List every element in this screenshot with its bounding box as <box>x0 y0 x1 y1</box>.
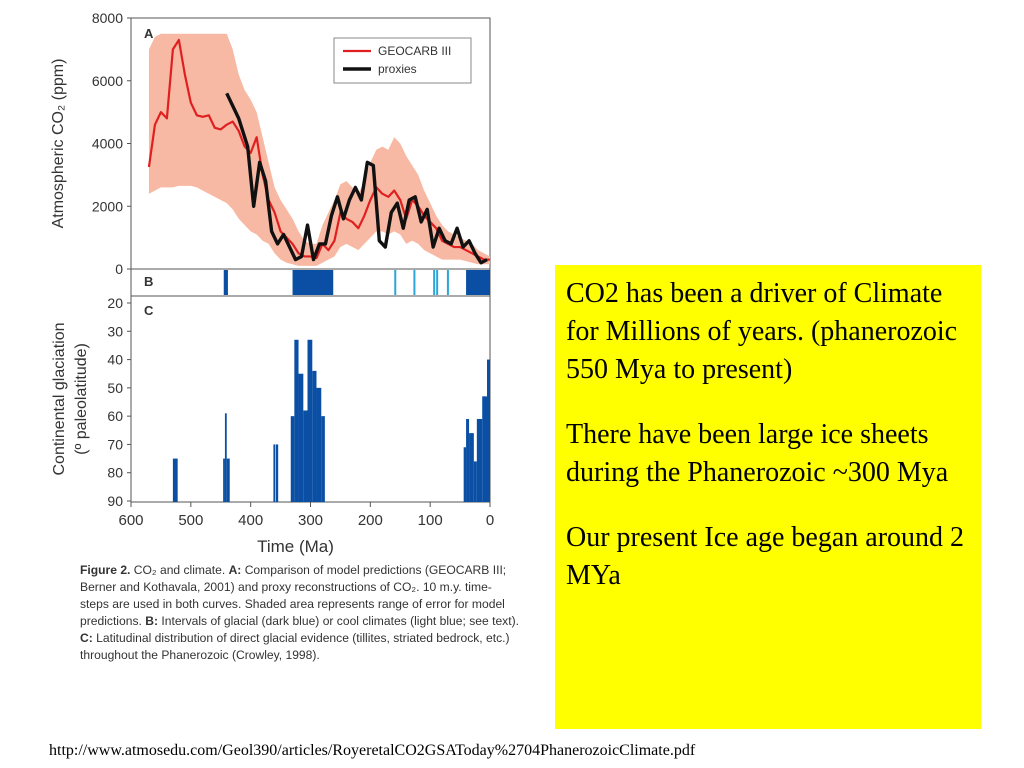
caption-b-label: B: <box>145 614 158 628</box>
x-tick-label: 400 <box>238 512 263 529</box>
panel-label-c: C <box>144 303 154 318</box>
glaciation-bar <box>172 458 178 502</box>
glaciation-bar <box>298 373 304 502</box>
glacial-interval <box>292 270 334 295</box>
glaciation-bar <box>482 396 488 502</box>
y-tick-label: 8000 <box>92 10 123 26</box>
glaciation-bar <box>466 418 470 502</box>
glaciation-bar <box>312 370 317 502</box>
x-tick-label: 500 <box>178 512 203 529</box>
y-tick-label: 2000 <box>92 198 123 214</box>
panel-label-a: A <box>144 26 154 41</box>
panel-a-co2-chart: 0 2000 4000 6000 8000 Atmospheric CO₂ (ppm) A G… <box>50 10 491 277</box>
series-line-geocarb <box>147 38 490 261</box>
y-tick-label: 50 <box>107 380 123 396</box>
glaciation-bar <box>275 444 279 502</box>
y-axis-label-line2: (º paleolatitude) <box>73 343 90 455</box>
glaciation-bar <box>321 416 325 502</box>
glaciation-bar <box>463 447 467 502</box>
y-tick-label: 4000 <box>92 136 123 152</box>
figure-caption: Figure 2. CO₂ and climate. A: Comparison… <box>80 562 520 664</box>
y-tick-label: 70 <box>107 436 123 452</box>
glaciation-bar <box>273 444 276 502</box>
legend-entry-geocarb: GEOCARB III <box>378 44 451 58</box>
cool-interval <box>433 270 436 295</box>
y-axis-label-line1: Continental glaciation <box>51 323 68 476</box>
caption-figure-label: Figure 2. <box>80 563 131 577</box>
y-tick-label: 20 <box>107 295 123 311</box>
summary-paragraph-ice-sheets: There have been large ice sheets during … <box>566 419 949 488</box>
panel-b-glacial-intervals: B <box>130 268 491 297</box>
y-tick-label: 30 <box>107 323 123 339</box>
y-tick-label: 40 <box>107 352 123 368</box>
legend-entry-proxies: proxies <box>378 62 417 76</box>
glacial-interval <box>466 270 490 295</box>
y-tick-label: 90 <box>107 493 123 509</box>
caption-b-text: Intervals of glacial (dark blue) or cool… <box>161 614 519 628</box>
x-tick-label: 600 <box>118 512 143 529</box>
cool-interval <box>446 270 449 295</box>
glaciation-bar <box>487 359 490 502</box>
panel-c-glaciation-chart: 20 30 40 50 60 70 80 90 600 500 400 300 200 100 0 Time … <box>51 295 494 556</box>
error-band-area <box>148 33 490 266</box>
caption-a-text: Comparison of model predictions (GEOCARB… <box>80 563 507 628</box>
legend-box <box>333 37 472 84</box>
glaciation-bar <box>290 416 295 502</box>
glaciation-bar <box>223 458 225 502</box>
caption-a-label: A: <box>228 563 242 577</box>
y-tick-label: 60 <box>107 408 123 424</box>
y-tick-label: 80 <box>107 465 123 481</box>
y-axis-label: Atmospheric CO₂ (ppm) <box>50 59 67 229</box>
x-tick-label: 300 <box>298 512 323 529</box>
glaciation-bar <box>316 387 322 502</box>
panel-label-b: B <box>144 274 153 289</box>
x-tick-label: 100 <box>418 512 443 529</box>
glaciation-bar <box>469 433 474 502</box>
cool-interval <box>413 270 416 295</box>
glaciation-bar <box>476 418 483 502</box>
summary-text-box: CO2 has been a driver of Climate for Mil… <box>555 265 981 729</box>
y-tick-label: 0 <box>115 261 123 277</box>
glaciation-bar <box>294 339 299 502</box>
glaciation-bar <box>224 413 227 502</box>
summary-paragraph-co2: CO2 has been a driver of Climate for Mil… <box>566 278 958 385</box>
x-tick-label: 0 <box>486 512 494 529</box>
caption-c-text: Latitudinal distribution of direct glaci… <box>80 631 510 662</box>
glaciation-bar <box>473 461 477 502</box>
glaciation-bar <box>226 458 230 502</box>
x-axis-label: Time (Ma) <box>257 537 334 556</box>
series-line-proxies <box>225 92 488 265</box>
caption-c-label: C: <box>80 631 93 645</box>
cool-interval <box>436 270 439 295</box>
x-tick-label: 200 <box>358 512 383 529</box>
glaciation-bar <box>303 410 308 502</box>
cool-interval <box>394 270 397 295</box>
caption-lead: CO₂ and climate. <box>133 563 226 577</box>
glaciation-bar <box>307 339 313 502</box>
source-url[interactable]: http://www.atmosedu.com/Geol390/articles… <box>49 742 696 759</box>
glacial-interval <box>223 270 228 295</box>
summary-paragraph-ice-age: Our present Ice age began around 2 MYa <box>566 522 965 591</box>
y-tick-label: 6000 <box>92 73 123 89</box>
